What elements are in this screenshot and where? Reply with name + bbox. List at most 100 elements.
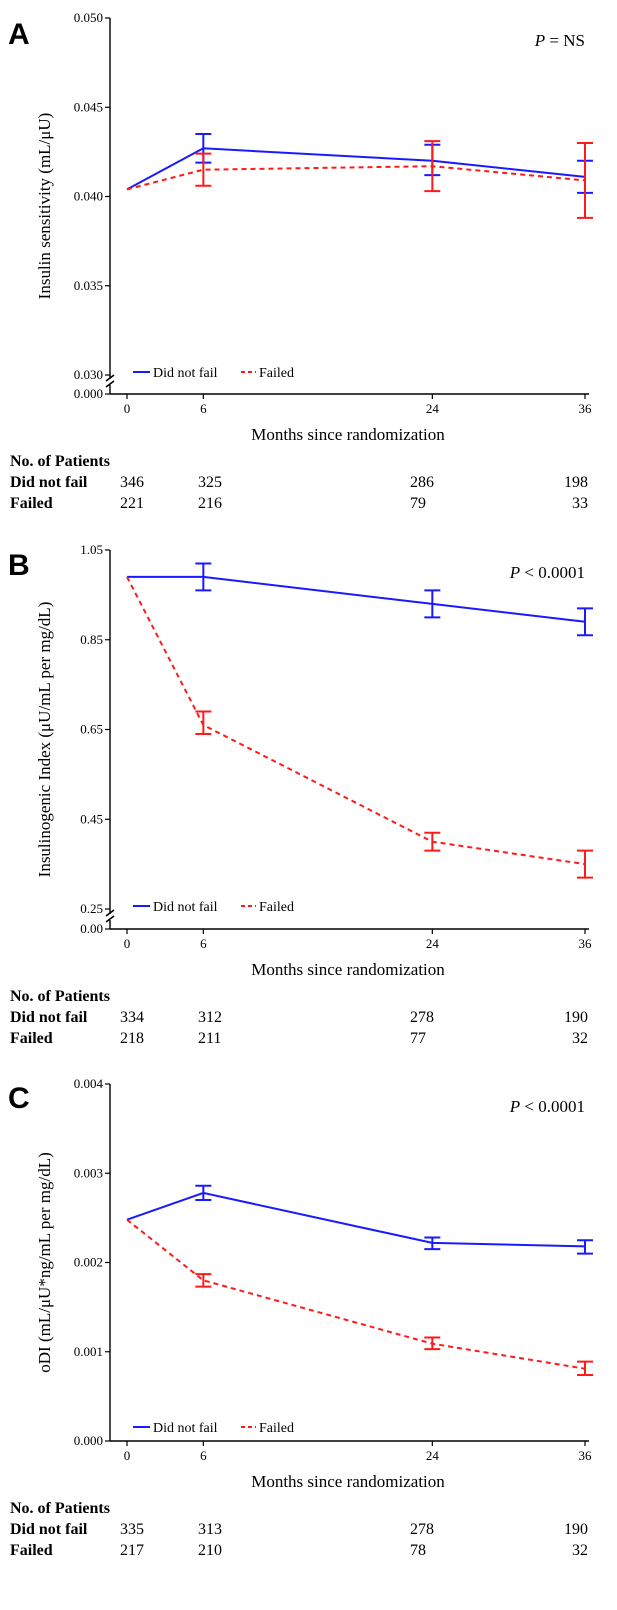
series-line [126, 165, 586, 191]
patients-count: 79 [410, 495, 426, 512]
x-axis-title: Months since randomization [251, 425, 445, 444]
error-bar [577, 1360, 593, 1376]
y-tick-label: 0.85 [80, 632, 103, 647]
error-bar [195, 562, 212, 592]
y-tick-label: 0.030 [74, 367, 103, 382]
error-bar [195, 1184, 212, 1202]
series-did-not-fail [127, 562, 593, 637]
patients-count: 218 [120, 1030, 144, 1047]
error-bar [424, 1236, 441, 1251]
patients-table: No. of Patients Did not fail 335 313 278 190 F… [10, 1500, 588, 1559]
patients-count: 313 [198, 1521, 222, 1538]
patients-count: 221 [120, 495, 144, 512]
x-tick-label: 6 [200, 401, 207, 416]
legend-label-did-not-fail: Did not fail [153, 900, 218, 915]
patients-count: 190 [564, 1521, 588, 1538]
y-tick-label: 0.002 [74, 1255, 103, 1270]
panel-letter: A [8, 18, 30, 51]
series-line [126, 1191, 586, 1248]
patients-count: 32 [572, 1030, 588, 1047]
y-tick-label: 0.000 [74, 1433, 103, 1448]
patients-count: 33 [572, 495, 588, 512]
patients-table-header: No. of Patients [10, 453, 110, 470]
legend: Did not fail Failed [133, 900, 294, 915]
error-bar [577, 607, 593, 637]
legend-label-failed: Failed [259, 900, 294, 915]
series-failed [126, 140, 593, 219]
y-tick-label: 0.045 [74, 99, 103, 114]
axis-break-mark [105, 374, 115, 388]
panel-b: B 0.00 0.25 0.45 0.65 0.85 1.05 0 6 24 36 Months si… [8, 542, 593, 1047]
patients-count: 198 [564, 474, 588, 491]
x-tick-label: 6 [200, 1448, 207, 1463]
y-tick-label: 0.050 [74, 10, 103, 25]
x-tick-label: 24 [426, 401, 440, 416]
error-bar [195, 710, 212, 735]
y-base-tick-label: 0.00 [80, 921, 103, 936]
x-tick-label: 0 [124, 1448, 131, 1463]
y-tick-label: 0.035 [74, 278, 103, 293]
patients-count: 346 [120, 474, 144, 491]
patients-table-header: No. of Patients [10, 988, 110, 1005]
legend-label-did-not-fail: Did not fail [153, 366, 218, 381]
patients-count: 210 [198, 1542, 222, 1559]
y-tick-label: 0.040 [74, 189, 103, 204]
panel-c: C 0.000 0.001 0.002 0.003 0.004 0 6 24 36 Months s… [8, 1076, 593, 1559]
y-tick-label: 0.65 [80, 722, 103, 737]
patients-count: 278 [410, 1009, 434, 1026]
patients-count: 312 [198, 1009, 222, 1026]
p-value: P = NS [534, 31, 585, 50]
patients-table: No. of Patients Did not fail 334 312 278 190 F… [10, 988, 588, 1047]
series-line [126, 576, 586, 866]
error-bar [195, 152, 212, 187]
x-axis-title: Months since randomization [251, 1472, 445, 1491]
x-tick-label: 24 [426, 1448, 440, 1463]
error-bar [424, 140, 441, 193]
y-axis-title: Insulinogenic Index (μU/mL per mg/dL) [35, 602, 54, 878]
legend-label-failed: Failed [259, 1421, 294, 1436]
legend: Did not fail Failed [133, 366, 294, 381]
y-tick-label: 0.45 [80, 811, 103, 826]
x-tick-label: 0 [124, 936, 131, 951]
legend-label-did-not-fail: Did not fail [153, 1421, 218, 1436]
series-did-not-fail [126, 1184, 593, 1255]
panel-letter: B [8, 549, 30, 582]
patients-row-label: Did not fail [10, 474, 88, 491]
patients-row-label: Did not fail [10, 1009, 88, 1026]
panel-letter: C [8, 1082, 30, 1115]
patients-count: 217 [120, 1542, 144, 1559]
y-axis-title: Insulin sensitivity (mL/μU) [35, 113, 54, 300]
error-bar [195, 1273, 212, 1288]
x-tick-label: 0 [124, 401, 131, 416]
x-tick-label: 36 [579, 401, 593, 416]
patients-count: 278 [410, 1521, 434, 1538]
series-failed [126, 576, 593, 879]
patients-count: 32 [572, 1542, 588, 1559]
y-tick-label: 0.25 [80, 901, 103, 916]
patients-row-label: Failed [10, 495, 53, 512]
patients-table-header: No. of Patients [10, 1500, 110, 1517]
series-line [127, 575, 586, 623]
p-value: P < 0.0001 [509, 1097, 585, 1116]
x-tick-label: 24 [426, 936, 440, 951]
patients-count: 335 [120, 1521, 144, 1538]
patients-count: 211 [198, 1030, 221, 1047]
patients-count: 286 [410, 474, 434, 491]
series-did-not-fail [126, 133, 593, 194]
x-tick-label: 36 [579, 936, 593, 951]
y-tick-label: 0.003 [74, 1165, 103, 1180]
y-base-tick-label: 0.000 [74, 386, 103, 401]
series-line [126, 147, 586, 191]
series-failed [126, 1218, 593, 1376]
patients-count: 216 [198, 495, 222, 512]
legend: Did not fail Failed [133, 1421, 294, 1436]
error-bar [424, 831, 441, 852]
legend-label-failed: Failed [259, 366, 294, 381]
patients-count: 325 [198, 474, 222, 491]
error-bar [577, 849, 593, 879]
patients-count: 78 [410, 1542, 426, 1559]
patients-count: 190 [564, 1009, 588, 1026]
patients-row-label: Failed [10, 1030, 53, 1047]
y-axis-title: oDI (mL/μU*ng/mL per mg/dL) [35, 1152, 54, 1372]
